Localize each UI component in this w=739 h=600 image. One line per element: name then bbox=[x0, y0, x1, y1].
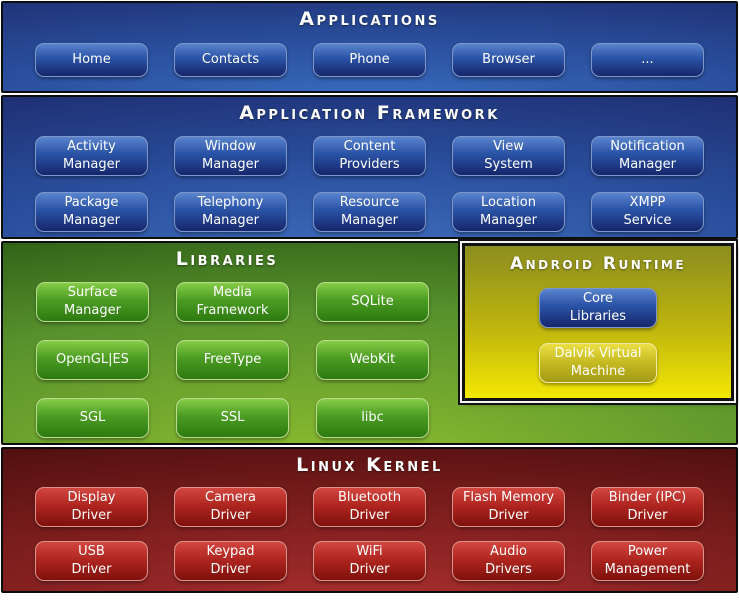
kernel-keypad-driver-box: Keypad Driver bbox=[174, 541, 287, 581]
applications-grid: Home Contacts Phone Browser ... bbox=[3, 30, 736, 77]
rt-dalvik-vm-box: Dalvik Virtual Machine bbox=[539, 343, 657, 383]
kernel-wifi-driver-box: WiFi Driver bbox=[313, 541, 426, 581]
kernel-binder-ipc-driver-box: Binder (IPC) Driver bbox=[591, 487, 704, 527]
lib-ssl-box: SSL bbox=[176, 398, 289, 438]
application-framework-grid: Activity Manager Window Manager Content … bbox=[3, 124, 736, 232]
applications-title: Applications bbox=[299, 8, 440, 30]
fw-xmpp-service-box: XMPP Service bbox=[591, 192, 704, 232]
rt-core-libraries-box: Core Libraries bbox=[539, 288, 657, 328]
android-runtime-title: Android Runtime bbox=[509, 254, 687, 274]
applications-section: Applications Home Contacts Phone Browser… bbox=[1, 1, 738, 93]
lib-sqlite-box: SQLite bbox=[316, 282, 429, 322]
fw-location-manager-box: Location Manager bbox=[452, 192, 565, 232]
linux-kernel-section: Linux Kernel Display Driver Camera Drive… bbox=[1, 447, 738, 593]
app-ellipsis-box: ... bbox=[591, 43, 704, 77]
app-browser-box: Browser bbox=[452, 43, 565, 77]
kernel-bluetooth-driver-box: Bluetooth Driver bbox=[313, 487, 426, 527]
lib-media-framework-box: Media Framework bbox=[176, 282, 289, 322]
lib-opengl-es-box: OpenGL|ES bbox=[36, 340, 149, 380]
linux-kernel-grid: Display Driver Camera Driver Bluetooth D… bbox=[3, 476, 736, 581]
fw-view-system-box: View System bbox=[452, 136, 565, 176]
lib-freetype-box: FreeType bbox=[176, 340, 289, 380]
kernel-usb-driver-box: USB Driver bbox=[35, 541, 148, 581]
kernel-flash-memory-driver-box: Flash Memory Driver bbox=[452, 487, 565, 527]
fw-window-manager-box: Window Manager bbox=[174, 136, 287, 176]
kernel-audio-drivers-box: Audio Drivers bbox=[452, 541, 565, 581]
kernel-power-management-box: Power Management bbox=[591, 541, 704, 581]
fw-activity-manager-box: Activity Manager bbox=[35, 136, 148, 176]
fw-content-providers-box: Content Providers bbox=[313, 136, 426, 176]
lib-surface-manager-box: Surface Manager bbox=[36, 282, 149, 322]
libraries-section: Libraries Surface Manager Media Framewor… bbox=[1, 241, 738, 445]
lib-webkit-box: WebKit bbox=[316, 340, 429, 380]
application-framework-title: Application Framework bbox=[239, 102, 500, 124]
fw-package-manager-box: Package Manager bbox=[35, 192, 148, 232]
app-phone-box: Phone bbox=[313, 43, 426, 77]
lib-sgl-box: SGL bbox=[36, 398, 149, 438]
libraries-title: Libraries bbox=[175, 248, 279, 270]
fw-resource-manager-box: Resource Manager bbox=[313, 192, 426, 232]
app-contacts-box: Contacts bbox=[174, 43, 287, 77]
android-runtime-panel: Android Runtime Core Libraries Dalvik Vi… bbox=[462, 243, 734, 401]
kernel-display-driver-box: Display Driver bbox=[35, 487, 148, 527]
libraries-grid: Surface Manager Media Framework SQLite O… bbox=[3, 270, 736, 438]
app-home-box: Home bbox=[35, 43, 148, 77]
application-framework-section: Application Framework Activity Manager W… bbox=[1, 95, 738, 239]
kernel-camera-driver-box: Camera Driver bbox=[174, 487, 287, 527]
fw-telephony-manager-box: Telephony Manager bbox=[174, 192, 287, 232]
lib-libc-box: libc bbox=[316, 398, 429, 438]
linux-kernel-title: Linux Kernel bbox=[296, 454, 443, 476]
fw-notification-manager-box: Notification Manager bbox=[591, 136, 704, 176]
